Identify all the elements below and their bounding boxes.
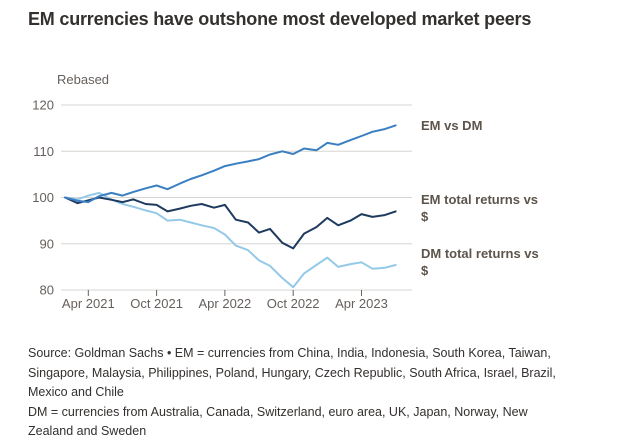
source-line-dm: DM = currencies from Australia, Canada, … bbox=[28, 404, 528, 439]
series-label-em-total-returns: EM total returns vs $ bbox=[421, 191, 576, 225]
line-chart: 80 90 100 110 120 Apr 2021 Oct 2021 Apr 2022 Oct… bbox=[32, 98, 412, 311]
series-label-em-vs-dm: EM vs DM bbox=[421, 117, 576, 134]
series-line-em-total-returns bbox=[64, 196, 397, 250]
chart-title: EM currencies have outshone most develop… bbox=[28, 9, 532, 29]
series-label-line: $ bbox=[421, 209, 429, 225]
chart-area: 80 90 100 110 120 Apr 2021 Oct 2021 Apr 2022 Oct… bbox=[0, 92, 640, 327]
y-tick-label: 120 bbox=[32, 98, 54, 113]
series-label-line: EM total returns vs bbox=[421, 192, 539, 208]
x-tick-label: Oct 2022 bbox=[267, 296, 320, 311]
source-note: Source: Goldman Sachs • EM = currencies … bbox=[28, 344, 556, 442]
y-tick-label: 80 bbox=[40, 283, 54, 298]
y-axis-unit-label: Rebased bbox=[57, 72, 110, 87]
series-line-dm-total-returns bbox=[64, 191, 397, 289]
series-label-line: EM vs DM bbox=[421, 118, 483, 134]
source-line-em: Source: Goldman Sachs • EM = currencies … bbox=[28, 346, 556, 399]
series-label-dm-total-returns: DM total returns vs $ bbox=[421, 245, 576, 279]
series-label-line: DM total returns vs bbox=[421, 246, 539, 262]
x-tick-label: Oct 2021 bbox=[130, 296, 183, 311]
y-tick-label: 100 bbox=[32, 190, 54, 205]
x-tick-label: Apr 2022 bbox=[199, 296, 252, 311]
series-label-line: $ bbox=[421, 263, 429, 279]
series-line-em-vs-dm bbox=[64, 124, 397, 204]
x-tick-label: Apr 2021 bbox=[62, 296, 115, 311]
x-tick-label: Apr 2023 bbox=[335, 296, 388, 311]
y-tick-label: 90 bbox=[40, 236, 54, 251]
y-tick-label: 110 bbox=[33, 144, 54, 159]
